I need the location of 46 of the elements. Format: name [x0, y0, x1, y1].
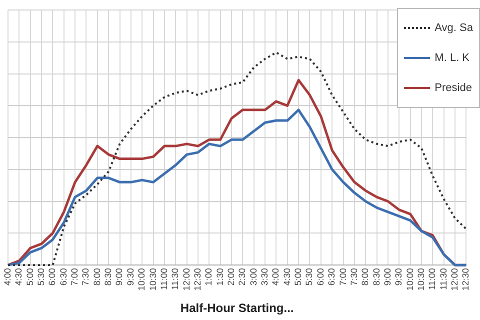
- x-tick-label: 2:00: [226, 268, 236, 286]
- x-tick-label: 12:00: [450, 268, 460, 291]
- x-tick-label: 10:30: [416, 268, 426, 291]
- x-tick-label: 5:30: [36, 268, 46, 286]
- x-tick-label: 8:30: [103, 268, 114, 286]
- x-tick-label: 9:00: [382, 268, 392, 286]
- legend-label: Preside: [434, 82, 472, 94]
- x-tick-label: 5:00: [24, 268, 35, 286]
- x-tick-label: 1:00: [204, 268, 214, 286]
- x-tick-label: 10:00: [404, 268, 415, 291]
- x-tick-label: 8:00: [360, 268, 370, 286]
- x-tick-label: 7:30: [348, 268, 359, 286]
- x-tick-label: 7:00: [70, 268, 80, 286]
- x-tick-label: 7:30: [80, 268, 91, 286]
- x-tick-label: 5:00: [293, 268, 304, 286]
- x-tick-label: 6:30: [58, 268, 68, 286]
- x-tick-label: 7:00: [338, 268, 348, 286]
- x-tick-label: 6:00: [47, 268, 58, 286]
- x-tick-label: 4:00: [270, 268, 281, 286]
- x-tick-label: 8:30: [371, 268, 382, 286]
- x-tick-label: 4:30: [282, 268, 292, 286]
- x-tick-label: 5:30: [304, 268, 314, 286]
- legend-label: M. L. K: [434, 52, 470, 64]
- x-tick-label: 6:30: [326, 268, 337, 286]
- x-tick-label: 12:30: [192, 268, 202, 291]
- x-tick-label: 9:30: [125, 268, 136, 286]
- x-tick-label: 11:00: [427, 268, 438, 290]
- x-tick-label: 12:30: [460, 268, 471, 291]
- x-tick-label: 1:30: [214, 268, 225, 286]
- x-tick-label: 11:30: [170, 268, 180, 290]
- x-tick-label: 9:00: [114, 268, 124, 286]
- x-tick-label: 11:30: [438, 268, 448, 290]
- x-tick-label: 12:00: [181, 268, 192, 291]
- x-tick-label: 4:30: [14, 268, 24, 286]
- x-axis-title: Half-Hour Starting...: [180, 301, 294, 316]
- x-tick-label: 3:00: [248, 268, 258, 286]
- x-tick-label: 11:00: [158, 268, 169, 290]
- x-tick-label: 10:30: [148, 268, 158, 291]
- x-tick-label: 10:00: [136, 268, 147, 291]
- x-tick-label: 3:30: [260, 268, 270, 286]
- x-tick-label: 2:30: [237, 268, 248, 286]
- x-tick-label: 8:00: [92, 268, 102, 286]
- legend-label: Avg. Sa: [434, 22, 473, 34]
- x-tick-label: 6:00: [315, 268, 326, 286]
- x-tick-label: 4:00: [2, 268, 12, 286]
- x-tick-label: 9:30: [394, 268, 404, 286]
